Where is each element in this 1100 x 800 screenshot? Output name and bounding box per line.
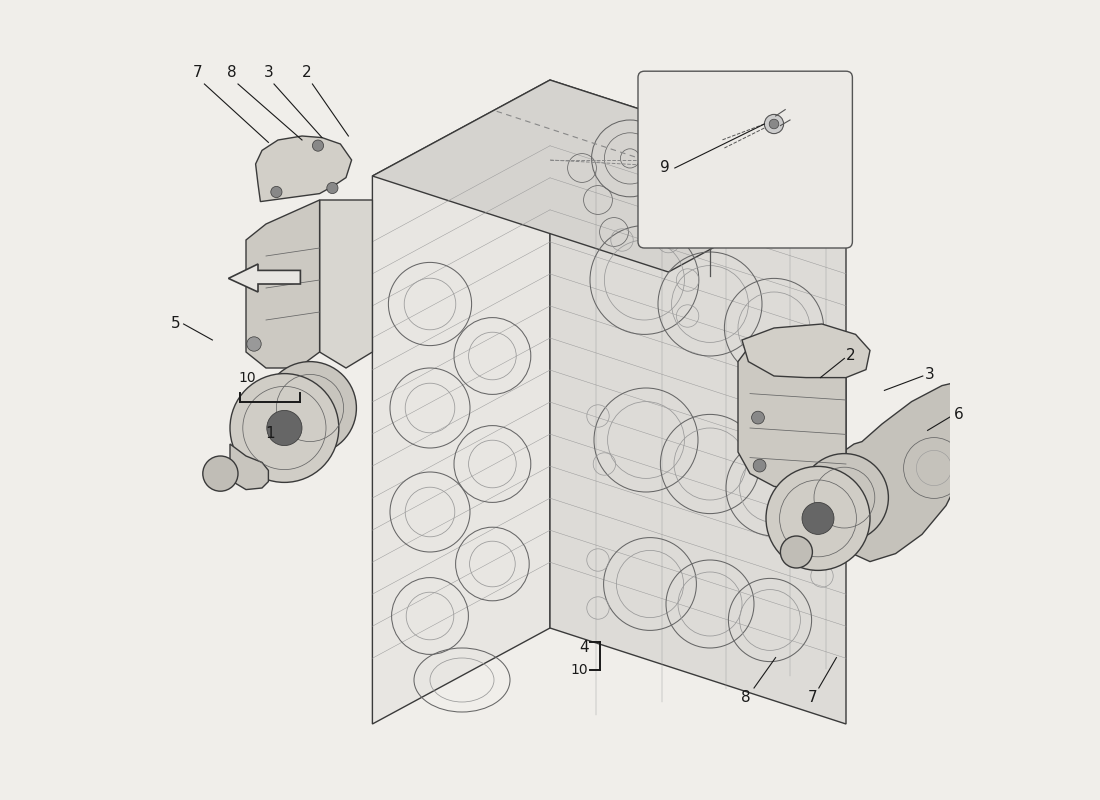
Circle shape [264,362,356,454]
Polygon shape [320,200,373,368]
Text: 7: 7 [194,65,202,80]
Polygon shape [246,200,320,368]
Circle shape [271,186,282,198]
FancyBboxPatch shape [638,71,852,248]
Circle shape [312,140,323,151]
Circle shape [764,114,783,134]
Polygon shape [738,336,846,490]
Polygon shape [255,136,352,202]
Circle shape [780,536,813,568]
Text: 3: 3 [924,367,934,382]
Text: 7: 7 [807,690,817,705]
Polygon shape [846,380,982,562]
Circle shape [766,466,870,570]
Text: 3: 3 [264,65,273,80]
Circle shape [802,502,834,534]
Text: 10: 10 [571,663,588,678]
Circle shape [801,454,889,542]
Text: 8: 8 [227,65,236,80]
Polygon shape [550,80,846,724]
Circle shape [267,410,303,446]
Text: 6: 6 [954,407,964,422]
Circle shape [246,337,261,351]
Circle shape [327,182,338,194]
Circle shape [769,119,779,129]
Text: 2: 2 [846,349,856,363]
Text: 5: 5 [170,317,180,331]
Text: 9: 9 [660,161,670,175]
Text: 10: 10 [238,371,255,385]
Polygon shape [742,324,870,378]
Text: 4: 4 [579,641,588,655]
Circle shape [202,456,238,491]
Circle shape [754,459,766,472]
Text: 2: 2 [302,65,311,80]
Polygon shape [229,264,300,292]
Polygon shape [373,80,846,272]
Circle shape [751,411,764,424]
Text: 8: 8 [741,690,751,705]
Text: 1: 1 [265,426,275,441]
Polygon shape [373,80,550,724]
Circle shape [230,374,339,482]
Polygon shape [230,444,268,490]
